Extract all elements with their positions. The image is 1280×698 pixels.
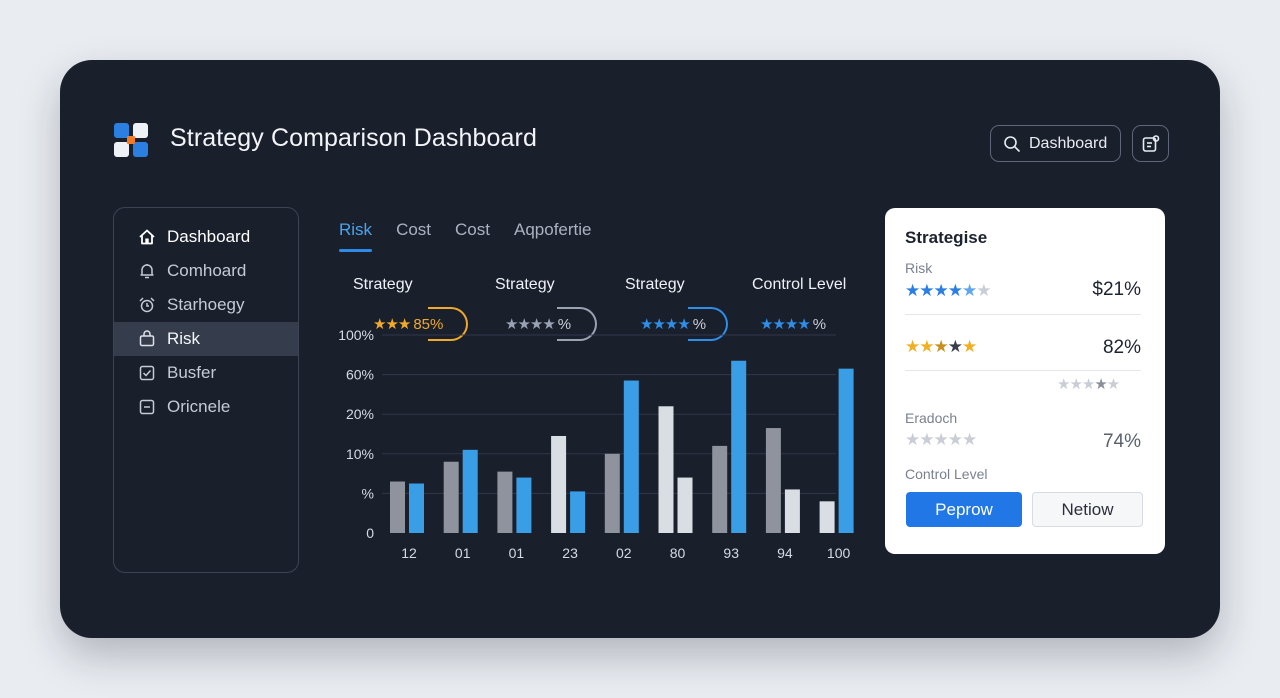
square-icon [139,399,155,415]
y-tick-label: % [362,485,374,501]
bar [409,483,424,533]
x-tick-label: 93 [723,545,739,561]
x-tick-label: 01 [509,545,525,561]
search-button[interactable]: Dashboard [990,125,1121,162]
app-logo-icon [114,123,148,157]
bag-icon [139,330,155,347]
y-tick-label: 0 [366,525,374,541]
sidebar-item-label: Comhoard [167,261,247,280]
y-tick-label: 10% [346,446,374,462]
bar [604,453,620,533]
rating-arc [688,307,728,341]
x-tick-label: 02 [616,545,632,561]
bar [516,477,532,533]
x-tick-label: 94 [777,545,793,561]
rating-chip: ★★★★ % [640,307,728,341]
divider [905,370,1141,371]
export-icon [1142,134,1159,152]
alarm-icon [139,297,155,313]
x-tick-label: 23 [562,545,578,561]
detail-value: $21% [1092,279,1141,300]
detail-title: Strategise [905,228,988,247]
detail-stars: ★★★★★★ [905,281,991,300]
y-tick-label: 20% [346,406,374,422]
column-heading: Strategy [353,276,413,293]
home-icon [139,229,155,245]
sidebar: Dashboard Comhoard Starhoegy Risk [113,207,299,573]
rating-stars: ★★★ [373,316,411,333]
netiow-button[interactable]: Netiow [1032,492,1143,527]
column-heading: Strategy [625,276,685,293]
detail-panel: Strategise Risk ★★★★★★ $21% ★★★★★ 82% ★★… [885,208,1165,554]
rating-chip: ★★★★ % [505,307,597,341]
checkbox-icon [139,365,155,381]
search-button-label: Dashboard [1029,134,1108,152]
y-tick-label: 60% [346,367,374,383]
bar [712,445,728,533]
sidebar-item-label: Oricnele [167,397,231,416]
rating-chip: ★★★ 85% [373,307,468,341]
bar [765,428,781,533]
bar [390,481,405,533]
detail-label-eradoch: Eradoch [905,410,958,426]
detail-value: 82% [1102,337,1141,358]
detail-value: 74% [1102,431,1141,452]
rating-arc [557,307,597,341]
rating-chip: ★★★★ % [760,307,840,341]
rating-arc [428,307,468,341]
bar [623,380,639,533]
bar [443,461,459,533]
rating-stars: ★★★★ [640,316,691,333]
sidebar-item-oricnele[interactable]: Oricnele [114,390,298,424]
divider [905,314,1141,315]
export-button[interactable] [1132,125,1169,162]
sidebar-item-comhoard[interactable]: Comhoard [114,254,298,288]
bar [497,471,513,533]
x-tick-label: 12 [401,545,417,561]
sidebar-item-label: Dashboard [167,227,251,246]
search-icon [1004,135,1020,152]
tab-bar: Risk Cost Cost Aqpofertie [339,220,592,252]
sidebar-item-label: Starhoegy [167,295,245,314]
bar [658,406,674,533]
bar [838,368,854,533]
sidebar-item-starhoegy[interactable]: Starhoegy [114,288,298,322]
bar [570,491,586,533]
sidebar-item-risk[interactable]: Risk [114,322,298,356]
sidebar-item-label: Risk [167,329,201,348]
bar [677,477,693,533]
bar [551,435,567,533]
bar [731,360,747,533]
detail-stars: ★★★★★ [905,430,977,449]
column-heading: Control Level [752,276,847,293]
page-title: Strategy Comparison Dashboard [170,124,537,152]
column-heading: Strategy [495,276,555,293]
bar [819,501,835,533]
x-tick-label: 100 [827,545,851,561]
rating-value: % [812,315,827,333]
rating-stars: ★★★★ [505,316,556,333]
x-tick-label: 80 [670,545,686,561]
sidebar-item-dashboard[interactable]: Dashboard [114,220,298,254]
dashboard-window: Strategy Comparison Dashboard Dashboard … [60,60,1220,638]
rating-stars: ★★★★ [760,316,811,333]
bell-icon [140,264,154,279]
control-level-label: Control Level [905,466,988,482]
x-tick-label: 01 [455,545,471,561]
detail-label-risk: Risk [905,260,933,276]
bar [784,489,800,533]
sidebar-item-busfer[interactable]: Busfer [114,356,298,390]
tab-cost[interactable]: Cost [396,220,432,239]
sidebar-item-label: Busfer [167,363,217,382]
detail-stars: ★★★★★ [1057,376,1120,393]
tab-risk[interactable]: Risk [339,220,373,252]
bar-chart: 0% 10% 20% 60% 100% 12 01 01 23 02 80 93 94 100 [338,328,854,561]
peprow-button[interactable]: Peprow [906,492,1022,527]
bar [462,449,478,533]
tab-cost-2[interactable]: Cost [455,220,490,239]
tab-aqpofertie[interactable]: Aqpofertie [514,220,592,239]
y-tick-label: 100% [338,328,374,343]
detail-stars: ★★★★★ [905,337,977,356]
